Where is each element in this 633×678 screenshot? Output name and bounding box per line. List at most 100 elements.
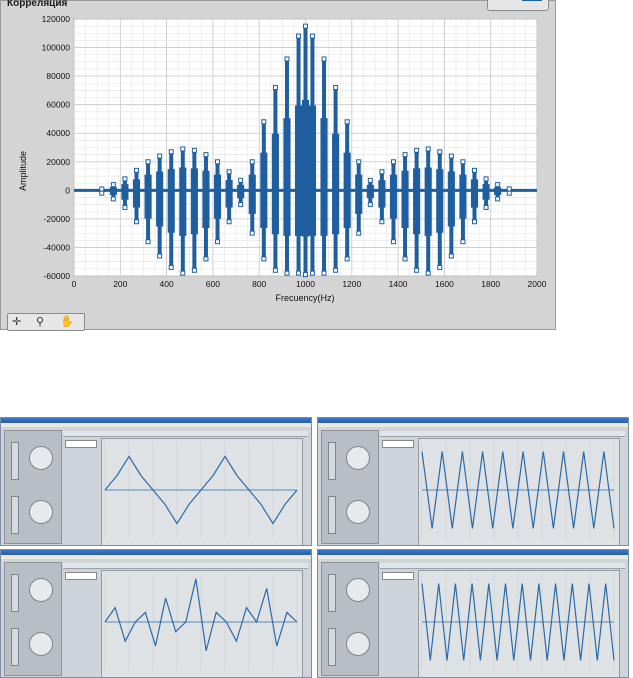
thumb-menubar <box>1 555 311 559</box>
series-marker-bottom <box>425 270 431 276</box>
series-marker-bottom <box>157 253 163 259</box>
graph-palette[interactable]: ✛ ⚲ ✋ <box>7 313 85 331</box>
series-marker-bottom <box>414 267 420 273</box>
thumbnail-window-4 <box>317 549 629 678</box>
thumb-meter <box>328 628 336 666</box>
series-marker-bottom <box>402 256 408 262</box>
thumb-meter <box>328 496 336 534</box>
series-marker-bottom <box>122 204 128 210</box>
thumb-titlebar <box>1 418 311 423</box>
series-marker-bottom <box>344 256 350 262</box>
series-marker-bottom <box>483 204 489 210</box>
series-marker-bottom <box>110 196 116 202</box>
thumb-waveform <box>421 442 615 538</box>
x-tick-label: 2000 <box>528 279 547 289</box>
series-marker-bottom <box>296 270 302 276</box>
series-marker-top <box>122 176 128 182</box>
series-marker-top <box>261 119 267 125</box>
series-marker-bottom <box>249 230 255 236</box>
pan-icon[interactable]: ✋ <box>60 316 74 328</box>
x-tick-label: 1400 <box>389 279 408 289</box>
x-tick-label: 0 <box>72 279 77 289</box>
thumb-menubar <box>1 423 311 427</box>
series-marker-top <box>249 159 255 165</box>
plot-legend[interactable] <box>487 0 549 11</box>
series-marker-top <box>309 33 315 39</box>
series-marker-top <box>191 147 197 153</box>
series-marker-bottom <box>471 219 477 225</box>
series-marker-top <box>390 159 396 165</box>
thumbnail-window-1 <box>0 417 312 546</box>
series-marker-bottom <box>99 190 105 196</box>
series-marker-bottom <box>333 267 339 273</box>
thumb-knob <box>29 632 53 656</box>
x-tick-label: 200 <box>113 279 127 289</box>
series-marker-top <box>448 153 454 159</box>
thumb-selector <box>65 440 97 448</box>
series-marker-top <box>110 182 116 188</box>
correlation-graph-panel: 0 200 400 600 800 1000 1200 1400 1600 1800 2000 -60… <box>0 0 556 331</box>
thumb-titlebar <box>318 418 628 423</box>
series-marker-top <box>460 159 466 165</box>
series-marker-top <box>226 169 232 175</box>
series-marker-bottom <box>356 230 362 236</box>
thumb-tabs <box>63 431 308 437</box>
thumb-graph <box>101 438 303 545</box>
thumb-selector <box>382 440 414 448</box>
series-marker-bottom <box>191 267 197 273</box>
series-marker-top <box>437 149 443 155</box>
series-marker-bottom <box>437 264 443 270</box>
y-tick-label: 20000 <box>46 157 70 167</box>
thumbnail-window-2 <box>317 417 629 546</box>
thumb-knob <box>29 446 53 470</box>
series-marker-top <box>506 186 512 192</box>
x-tick-label: 600 <box>206 279 220 289</box>
thumb-knob <box>346 446 370 470</box>
series-marker-top <box>425 146 431 152</box>
cursor-icon[interactable]: ✛ <box>12 316 22 328</box>
thumb-waveform <box>104 442 298 538</box>
series-marker-top <box>238 177 244 183</box>
thumb-menubar <box>318 555 628 559</box>
thumb-meter <box>11 574 19 612</box>
series-marker-bottom <box>168 264 174 270</box>
thumb-titlebar <box>318 550 628 555</box>
series-marker-bottom <box>321 270 327 276</box>
series-marker-bottom <box>180 270 186 276</box>
series-marker-top <box>180 146 186 152</box>
thumb-waveform-line <box>104 578 298 651</box>
series-marker-bottom <box>367 202 373 208</box>
x-tick-label: 1800 <box>481 279 500 289</box>
thumb-meter <box>11 628 19 666</box>
series-marker-top <box>414 147 420 153</box>
y-tick-label: 80000 <box>46 71 70 81</box>
series-marker-top <box>145 159 151 165</box>
thumb-selector <box>65 572 97 580</box>
x-tick-label: 1600 <box>435 279 454 289</box>
y-tick-label: -40000 <box>44 242 71 252</box>
series-marker-bottom <box>261 256 267 262</box>
series-marker-top <box>379 169 385 175</box>
thumb-waveform-line <box>421 451 615 529</box>
series-marker-bottom <box>379 219 385 225</box>
thumb-tabs <box>380 431 625 437</box>
series-marker-bottom <box>215 239 221 245</box>
series-marker-top <box>168 149 174 155</box>
series-marker-bottom <box>226 219 232 225</box>
thumbnail-window-3 <box>0 549 312 678</box>
series-marker-top <box>134 167 140 173</box>
zoom-icon[interactable]: ⚲ <box>36 316 45 328</box>
series-marker-top <box>344 119 350 125</box>
thumb-meter <box>11 442 19 480</box>
thumb-knob <box>29 500 53 524</box>
series-marker-top <box>272 85 278 91</box>
series-marker-bottom <box>390 239 396 245</box>
thumb-knob <box>346 632 370 656</box>
series-marker-top <box>157 153 163 159</box>
series-marker-bottom <box>448 253 454 259</box>
y-tick-label: 40000 <box>46 128 70 138</box>
thumb-knob <box>346 500 370 524</box>
thumb-waveform <box>421 574 615 670</box>
thumb-menubar <box>318 423 628 427</box>
thumb-meter <box>328 574 336 612</box>
